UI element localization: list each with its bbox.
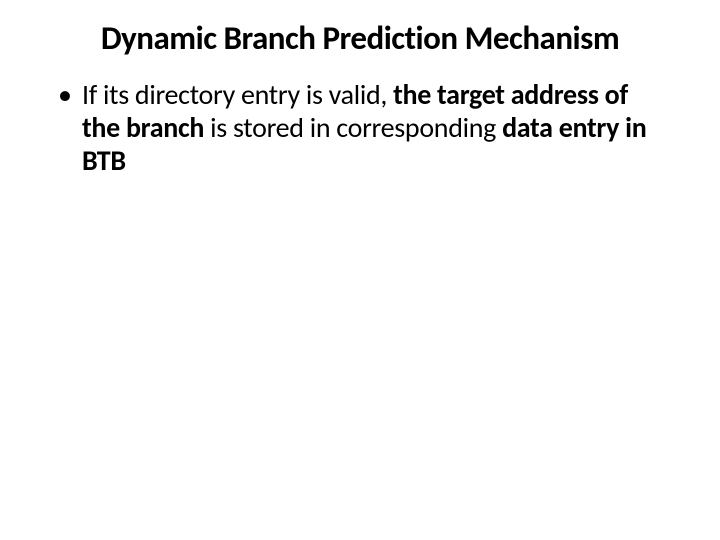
bullet-text-seg3: is stored in corresponding — [204, 110, 502, 145]
slide: Dynamic Branch Prediction Mechanism If i… — [0, 0, 720, 540]
bullet-text-seg1: If its directory entry is valid, — [82, 77, 393, 112]
bullet-item: If its directory entry is valid, the tar… — [54, 78, 666, 177]
slide-body: If its directory entry is valid, the tar… — [54, 78, 666, 177]
bullet-list: If its directory entry is valid, the tar… — [54, 78, 666, 177]
slide-title: Dynamic Branch Prediction Mechanism — [0, 18, 720, 58]
